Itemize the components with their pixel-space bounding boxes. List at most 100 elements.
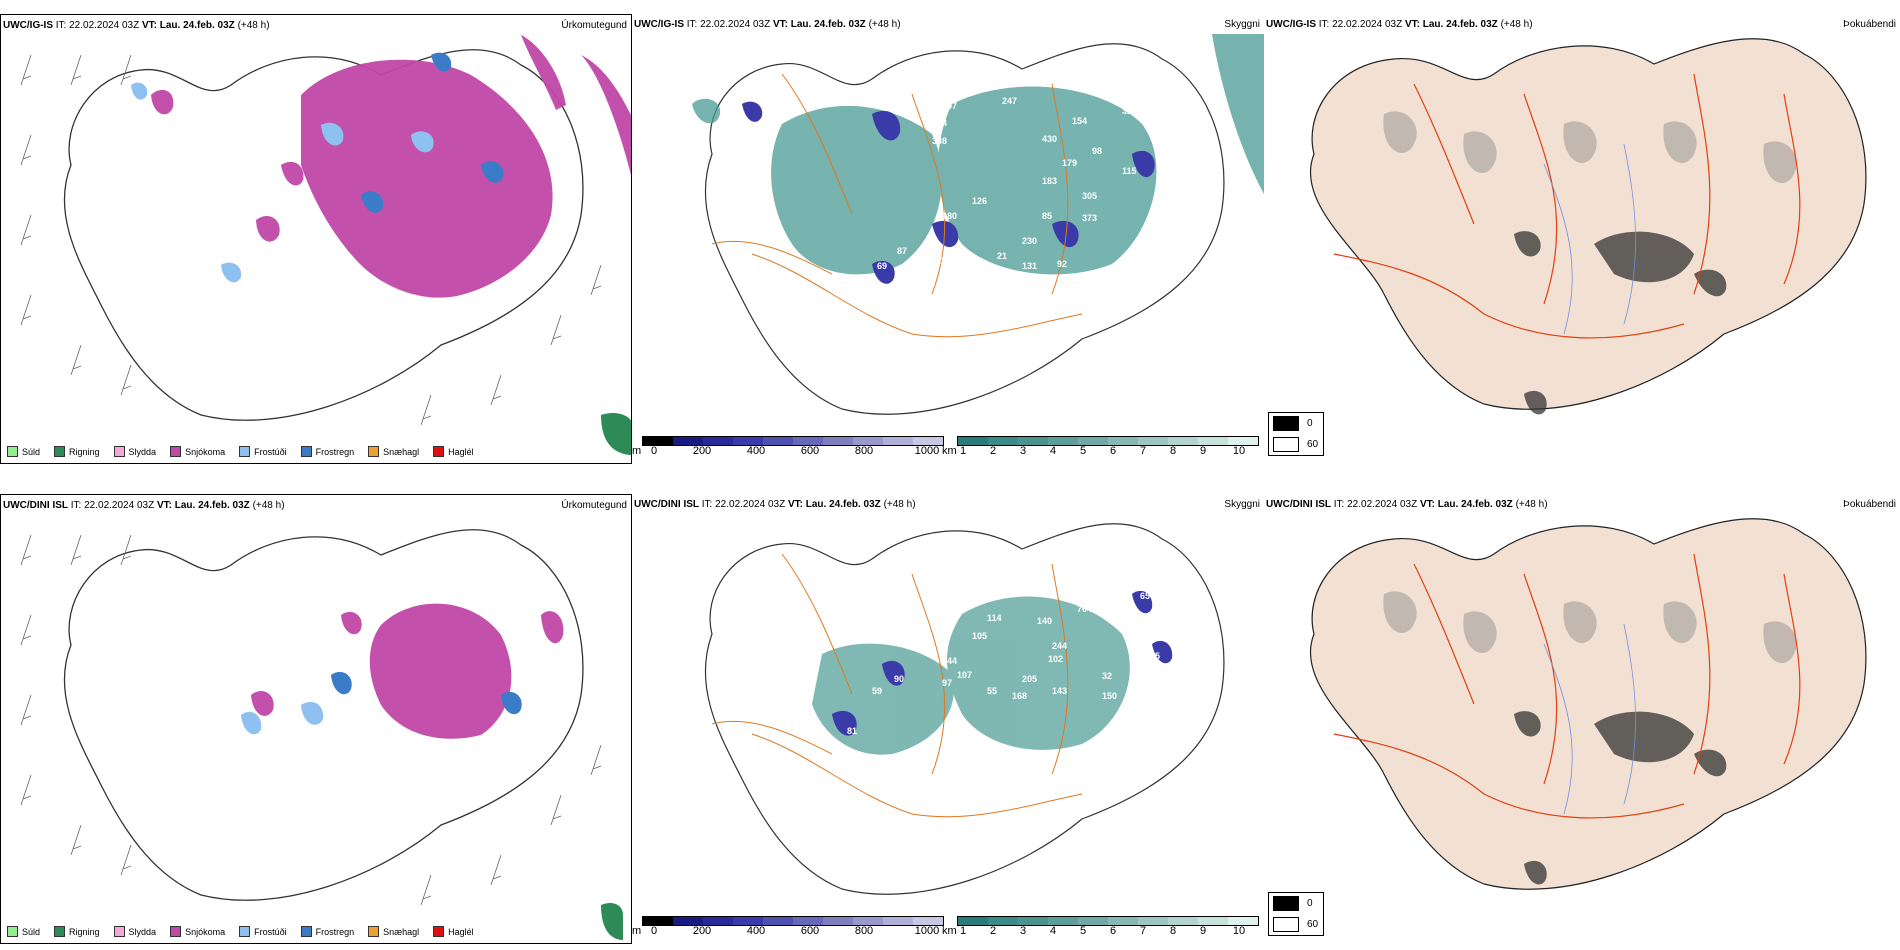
- vis-label: 154: [932, 118, 947, 128]
- vis-label: 305: [1082, 191, 1097, 201]
- fog-roads: [1333, 553, 1801, 819]
- visibility-map-row2: 204 267 65 118 114 140 764 102 105 244 1…: [704, 523, 1225, 895]
- panel-title: Skyggni: [1224, 19, 1260, 30]
- vis-label: 107: [957, 670, 972, 680]
- panel-header: UWC/DINI ISL IT: 22.02.2024 03Z VT: Lau.…: [634, 499, 916, 510]
- panel-title: Skyggni: [1224, 499, 1260, 510]
- fog-dark-areas: [1514, 711, 1727, 885]
- snow-areas: [151, 35, 631, 298]
- frost-rain-areas: [361, 52, 504, 213]
- legend-item: Haglél: [433, 926, 474, 937]
- fog-white-swatch: [1273, 917, 1299, 932]
- vis-label: 30: [932, 376, 942, 386]
- vis-label: 72: [857, 276, 867, 286]
- m-unit: m: [632, 925, 642, 937]
- roads: [711, 73, 1083, 338]
- panel-title: Þokuábendi: [1843, 19, 1896, 30]
- precip-type-panel-row1: UWC/IG-IS IT: 22.02.2024 03Z VT: Lau. 24…: [0, 14, 632, 464]
- vis-label: 230: [1022, 236, 1037, 246]
- vis-label: 388: [932, 136, 947, 146]
- panel-header: UWC/DINI ISL IT: 22.02.2024 03Z VT: Lau.…: [3, 500, 285, 511]
- panel-header: UWC/IG-IS IT: 22.02.2024 03Z VT: Lau. 24…: [634, 19, 901, 30]
- iceland-fog-bg: [1309, 38, 1867, 410]
- frost-drizzle-areas: [241, 701, 324, 735]
- legend-swatch: [170, 446, 182, 457]
- vis-label: 150: [1102, 691, 1117, 701]
- very-low-visibility-blue: [832, 590, 1173, 736]
- legend-swatch: [7, 446, 18, 457]
- visibility-panel-row1: 151 207 247 329 154 154 388 430 98 179 1…: [632, 14, 1264, 464]
- legend-item: Frostregn: [300, 926, 354, 937]
- vis-label: 183: [1042, 176, 1057, 186]
- vis-label: 92: [1057, 259, 1067, 269]
- vis-label: 144: [940, 256, 955, 266]
- panel-header: UWC/IG-IS IT: 22.02.2024 03Z VT: Lau. 24…: [3, 20, 270, 31]
- iceland-fog-bg: [1309, 518, 1867, 890]
- legend-swatch: [368, 926, 380, 937]
- vis-label: 140: [1037, 616, 1052, 626]
- legend-item: Snæhagl: [368, 446, 419, 457]
- fog-legend: 0 60: [1268, 892, 1324, 936]
- visibility-km-colorbar: [957, 436, 1259, 446]
- vis-label: 97: [942, 678, 952, 688]
- legend-item: Snjókoma: [170, 446, 225, 457]
- fog-index-panel-row2: UWC/DINI ISL IT: 22.02.2024 03Z VT: Lau.…: [1264, 494, 1900, 944]
- vis-label: 180: [942, 211, 957, 221]
- vis-label: 102: [1048, 654, 1063, 664]
- fog-black-swatch: [1273, 896, 1299, 911]
- frost-rain-areas: [331, 671, 522, 715]
- vis-label: 154: [1072, 116, 1087, 126]
- visibility-panel-row2: 204 267 65 118 114 140 764 102 105 244 1…: [632, 494, 1264, 944]
- rain-area: [601, 413, 631, 455]
- frost-drizzle-areas: [131, 82, 434, 283]
- visibility-m-colorbar: [642, 436, 944, 446]
- precip-type-map-row2: [20, 529, 623, 940]
- vis-label: 151: [752, 91, 767, 101]
- panel-title: Úrkomutegund: [561, 20, 627, 31]
- vis-label: 90: [894, 674, 904, 684]
- vis-label: 115: [1122, 166, 1137, 176]
- vis-label: 105: [972, 631, 987, 641]
- legend-item: Súld: [7, 446, 40, 457]
- legend-swatch: [433, 446, 445, 457]
- legend-item: Haglél: [433, 446, 474, 457]
- fog-black-swatch: [1273, 416, 1299, 431]
- fog-dark-areas: [1514, 231, 1727, 415]
- vis-label: 69: [877, 261, 887, 271]
- legend-item: Rigning: [54, 446, 100, 457]
- legend-item: Slydda: [113, 926, 156, 937]
- m-unit: m: [632, 445, 642, 457]
- vis-label: 87: [897, 246, 907, 256]
- legend-item: Rigning: [54, 926, 100, 937]
- vis-label: 207: [942, 101, 957, 111]
- vis-label: 45: [1150, 651, 1160, 661]
- visibility-km-colorbar: [957, 916, 1259, 926]
- legend-swatch: [239, 446, 251, 457]
- roads: [711, 553, 1083, 818]
- km-ticks: 1 2 3 4 5 6 7 8 9 10: [959, 445, 1246, 457]
- fog-index-panel-row1: UWC/IG-IS IT: 22.02.2024 03Z VT: Lau. 24…: [1264, 14, 1900, 464]
- vis-label: 114: [987, 613, 1002, 623]
- vis-label: 65: [1140, 591, 1150, 601]
- legend-swatch: [7, 926, 18, 937]
- km-unit: km: [942, 925, 957, 937]
- m-ticks: 0 200 400 600 800 1000: [650, 925, 940, 937]
- rain-area: [601, 903, 623, 940]
- vis-label: 764: [1077, 604, 1092, 614]
- vis-label: 59: [872, 686, 882, 696]
- vis-label: 144: [942, 656, 957, 666]
- legend-swatch: [368, 446, 380, 457]
- precip-type-panel-row2: UWC/DINI ISL IT: 22.02.2024 03Z VT: Lau.…: [0, 494, 632, 944]
- vis-label: 247: [1002, 96, 1017, 106]
- legend-swatch: [300, 926, 312, 937]
- vis-label: 98: [1092, 146, 1102, 156]
- vis-label: 32: [1102, 671, 1112, 681]
- precip-legend: Súld Rigning Slydda Snjókoma Frostúði Fr…: [7, 446, 474, 457]
- fog-grey-areas: [1383, 591, 1797, 663]
- km-unit: km: [942, 445, 957, 457]
- vis-label: 143: [1052, 686, 1067, 696]
- fog-legend: 0 60: [1268, 412, 1324, 456]
- vis-label: 162: [1137, 243, 1152, 253]
- vis-label: 109: [1112, 261, 1127, 271]
- legend-swatch: [54, 926, 66, 937]
